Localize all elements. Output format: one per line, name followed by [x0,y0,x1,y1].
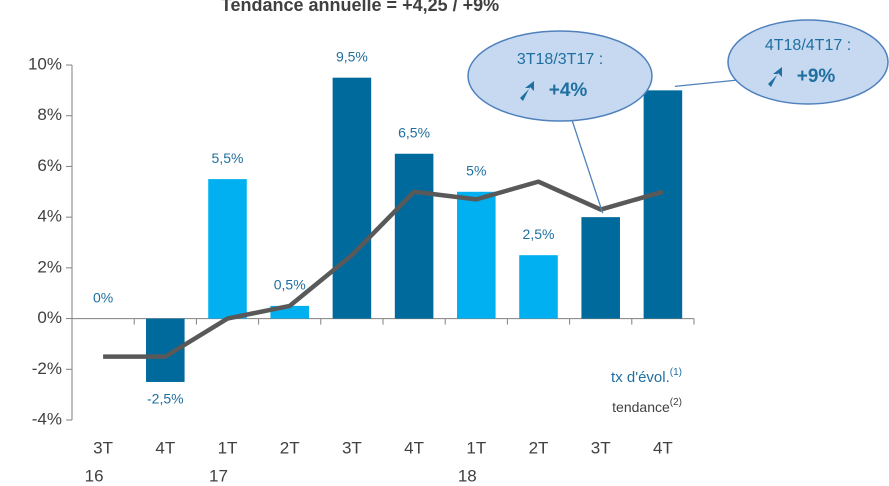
y-tick-label: 6% [37,156,62,175]
bar [643,90,683,319]
value-label: 5% [466,162,486,178]
bar [581,217,620,319]
legend-entry: tx d'évol.(1) [611,367,682,386]
x-tick-label: 3T [342,438,362,457]
callout-arrow-icon [768,67,782,87]
trend-line [103,179,664,359]
x-tick-year: 16 [85,466,104,485]
callout-value: +4% [549,80,588,101]
value-label: 9,5% [336,48,368,64]
y-tick-label: -2% [32,359,62,378]
value-label: 2,5% [523,226,555,242]
y-tick-label: 4% [37,207,62,226]
callout-label: 3T18/3T17 : [517,51,603,68]
callout-bubble [727,19,889,105]
callout-arrow-icon [520,81,534,101]
legend-name: tendance [612,399,670,415]
callout-value: +9% [797,66,836,87]
y-tick-label: -4% [32,409,62,428]
x-tick-label: 2T [529,438,549,457]
legend-entry: tendance(2) [612,397,682,415]
callout-label: 4T18/4T17 : [765,37,851,54]
callout-pointer [674,79,739,88]
bar [519,255,558,319]
bar [457,191,496,319]
callout-bubble [467,30,653,122]
x-tick-year: 17 [209,466,228,485]
legend-name: tx d'évol. [611,369,670,386]
bar [332,77,372,319]
y-tick-label: 10% [28,54,62,73]
chart-title: Tendance annuelle = +4,25 / +9% [221,0,499,15]
value-label: 5,5% [212,150,244,166]
bar [208,179,247,319]
x-tick-label: 4T [404,438,424,457]
value-label: 0,5% [274,277,306,293]
y-tick-label: 8% [37,105,62,124]
x-tick-label: 4T [653,438,673,457]
x-tick-label: 1T [218,438,238,457]
value-label: 6,5% [398,124,430,140]
x-tick-label: 3T [93,438,113,457]
callout-pointer [571,119,604,214]
x-tick-label: 4T [155,438,175,457]
x-tick-label: 3T [591,438,611,457]
bar [394,153,434,319]
y-tick-label: 0% [37,308,62,327]
x-tick-year: 18 [458,466,477,485]
x-tick-label: 1T [466,438,486,457]
value-label: 0% [93,289,113,305]
legend-note: (2) [670,397,682,408]
x-tick-label: 2T [280,438,300,457]
legend-note: (1) [670,367,682,378]
value-label: -2,5% [147,391,184,407]
y-tick-label: 2% [37,257,62,276]
